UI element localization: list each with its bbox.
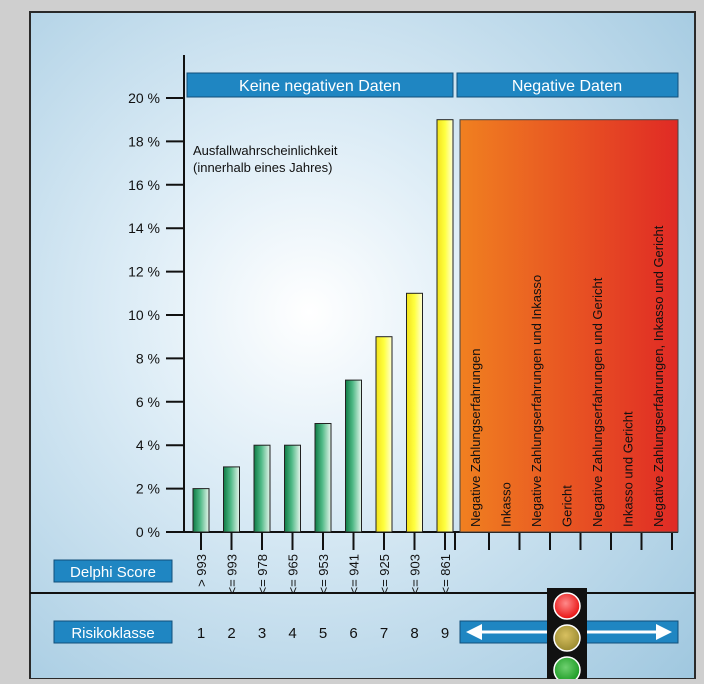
- y-tick-label: 20 %: [128, 90, 160, 106]
- risk-class-numbers: 1 2 3 4 5 6 7 8 9: [197, 625, 449, 642]
- risk-class-number: 5: [319, 625, 327, 642]
- y-tick-label: 18 %: [128, 133, 160, 149]
- y-tick-label: 0 %: [136, 524, 160, 540]
- bar: [406, 292, 423, 533]
- negative-category-label: Negative Zahlungserfahrungen: [468, 348, 483, 527]
- header-left-bar: [186, 72, 454, 98]
- negative-category-labels: Negative Zahlungserfahrungen Inkasso Negat…: [468, 225, 666, 527]
- x-ticks: > 993 <= 993 <= 978 <= 965 <= 953 <= 941 <= 92…: [194, 532, 673, 595]
- arrow-left-icon: [466, 624, 482, 640]
- bar: [436, 119, 454, 533]
- traffic-light-red-icon: [553, 592, 581, 620]
- risk-class-number: 4: [288, 625, 296, 642]
- y-tick-label: 6 %: [136, 394, 160, 410]
- risk-class-box: [53, 620, 173, 644]
- delphi-score-label: Delphi Score: [70, 564, 156, 581]
- delphi-score-box: [53, 559, 173, 583]
- x-tick-label: <= 965: [286, 554, 301, 595]
- y-tick-label: 2 %: [136, 481, 160, 497]
- x-tick-label: <= 941: [347, 554, 362, 595]
- x-tick-label: <= 925: [377, 554, 392, 595]
- x-tick-label: <= 903: [408, 554, 423, 595]
- bars: [192, 119, 454, 533]
- x-tick-label: <= 993: [225, 554, 240, 595]
- traffic-light-yellow-icon: [553, 624, 581, 652]
- bar: [314, 423, 332, 533]
- negative-category-label: Negative Zahlungserfahrungen und Inkasso: [529, 275, 544, 527]
- x-tick-label: <= 978: [255, 554, 270, 595]
- x-tick-label: > 993: [194, 554, 209, 587]
- negative-category-label: Inkasso und Gericht: [621, 411, 636, 527]
- y-tick-label: 12 %: [128, 264, 160, 280]
- negative-category-label: Inkasso: [499, 482, 514, 527]
- annotation-line-1: Ausfallwahrscheinlichkeit: [193, 143, 338, 158]
- bar: [284, 444, 301, 533]
- arrow-right-icon: [656, 624, 672, 640]
- risk-class-number: 8: [410, 625, 418, 642]
- negative-data-block: [459, 119, 679, 533]
- y-tick-label: 14 %: [128, 220, 160, 236]
- header-left-label: Keine negativen Daten: [239, 78, 401, 95]
- x-tick-label: <= 861: [438, 554, 453, 595]
- y-tick-label: 4 %: [136, 437, 160, 453]
- negative-category-label: Negative Zahlungserfahrungen und Gericht: [590, 277, 605, 527]
- risk-class-number: 2: [227, 625, 235, 642]
- bar: [375, 336, 393, 533]
- annotation-line-2: (innerhalb eines Jahres): [193, 160, 332, 175]
- y-ticks: 0 % 2 % 4 % 6 % 8 % 10 % 12 % 14 % 16 % 18 % 20 %: [128, 90, 184, 540]
- y-tick-label: 8 %: [136, 350, 160, 366]
- risk-class-number: 7: [380, 625, 388, 642]
- risk-class-number: 3: [258, 625, 266, 642]
- x-tick-label: <= 953: [316, 554, 331, 595]
- bar: [192, 488, 210, 533]
- y-tick-label: 10 %: [128, 307, 160, 323]
- header-right-label: Negative Daten: [512, 78, 622, 95]
- bar: [345, 379, 362, 533]
- bar: [223, 466, 240, 533]
- traffic-light-green-icon: [553, 656, 581, 684]
- risk-class-label: Risikoklasse: [71, 625, 154, 642]
- negative-category-label: Negative Zahlungserfahrungen, Inkasso un…: [651, 225, 666, 527]
- risk-class-number: 1: [197, 625, 205, 642]
- negative-category-label: Gericht: [560, 485, 575, 527]
- risk-class-number: 6: [349, 625, 357, 642]
- bar: [253, 444, 271, 533]
- risk-class-number: 9: [441, 625, 449, 642]
- y-tick-label: 16 %: [128, 177, 160, 193]
- header-right-bar: [456, 72, 679, 98]
